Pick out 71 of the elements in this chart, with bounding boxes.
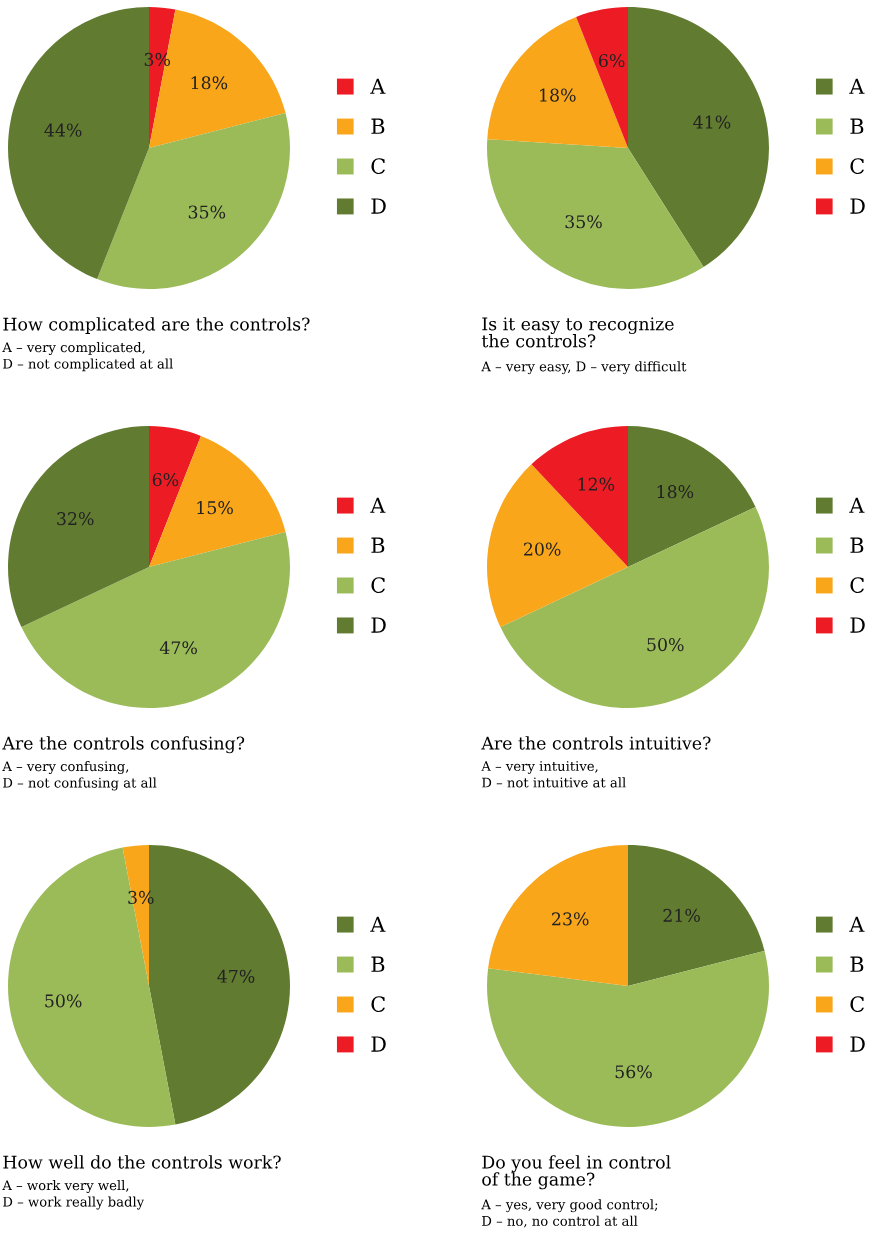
data-label: 21% [663, 908, 700, 922]
data-label: 41% [693, 115, 731, 129]
legend-label: A [849, 497, 865, 513]
data-label: 47% [159, 641, 197, 655]
data-label: 23% [552, 912, 589, 926]
legend-label: D [371, 1036, 386, 1052]
legend-label: A [370, 497, 386, 513]
text: Is it easy to recognize the controls? [481, 317, 674, 348]
text: A – yes, very good control; D – no, no control at all [481, 1199, 658, 1228]
data-label: 20% [524, 542, 561, 556]
data-label: 15% [197, 501, 233, 515]
legend-label: D [850, 617, 865, 633]
data-label: 18% [540, 88, 576, 102]
data-label: 6% [152, 473, 179, 487]
pie-slice [628, 426, 756, 567]
legend-label: C [850, 996, 864, 1013]
pie-slice [487, 139, 704, 289]
data-label: 44% [44, 123, 82, 137]
legend-label: B [371, 118, 385, 134]
text: How complicated are the controls? [3, 317, 310, 334]
data-label: 47% [217, 969, 255, 983]
text: Are the controls intuitive? [481, 736, 711, 750]
text: Are the controls confusing? [2, 736, 245, 754]
text: A – very intuitive, D – not intuitive at all [481, 761, 626, 788]
legend-label: B [850, 118, 864, 134]
data-label: 35% [565, 215, 602, 229]
data-label: 6% [599, 54, 625, 68]
pie-slice [8, 426, 149, 628]
legend-label: A [849, 78, 865, 94]
pie-slice [628, 7, 769, 268]
legend-label: B [371, 956, 385, 972]
pie-slice [487, 950, 769, 1127]
data-label: 50% [45, 994, 82, 1008]
text: A – very easy, D – very difficult [481, 361, 687, 375]
legend-label: B [850, 956, 864, 972]
pie-slice [487, 16, 628, 148]
data-label: 12% [578, 477, 615, 491]
legend-label: B [850, 537, 864, 553]
legend-label: D [371, 617, 386, 633]
text: How well do the controls work? [3, 1155, 281, 1169]
data-label: 18% [191, 76, 228, 90]
data-label: 35% [188, 205, 226, 219]
pie-slice [488, 845, 628, 986]
legend-label: C [850, 158, 864, 175]
legend-label: A [370, 916, 386, 932]
legend-label: A [849, 916, 865, 932]
text: A – very complicated, D – not complicated at all [2, 342, 173, 372]
legend-label: B [371, 537, 385, 553]
pie-slice [21, 531, 290, 708]
legend-label: C [371, 577, 385, 594]
pie-slice [8, 847, 176, 1127]
legend-label: C [850, 577, 864, 594]
data-label: 32% [57, 512, 94, 526]
pie-slice [487, 464, 628, 628]
legend-label: D [850, 198, 865, 214]
legend-label: D [371, 198, 386, 214]
pie-slice [628, 845, 765, 986]
text: A – work very well, D – work really badly [2, 1180, 145, 1210]
pie-slice [500, 506, 769, 708]
legend-label: C [371, 996, 385, 1013]
legend-label: D [850, 1036, 865, 1052]
data-label: 18% [657, 485, 694, 499]
text: A – very confusing, D – not confusing at all [2, 761, 157, 791]
pie-slice [97, 112, 290, 289]
legend-label: A [370, 78, 386, 94]
data-label: 50% [647, 638, 684, 652]
data-label: 56% [615, 1065, 652, 1079]
pie-slice [149, 435, 286, 567]
pie-slice [576, 7, 628, 148]
text: Do you feel in control of the game? [482, 1155, 671, 1190]
legend-label: C [371, 158, 385, 175]
